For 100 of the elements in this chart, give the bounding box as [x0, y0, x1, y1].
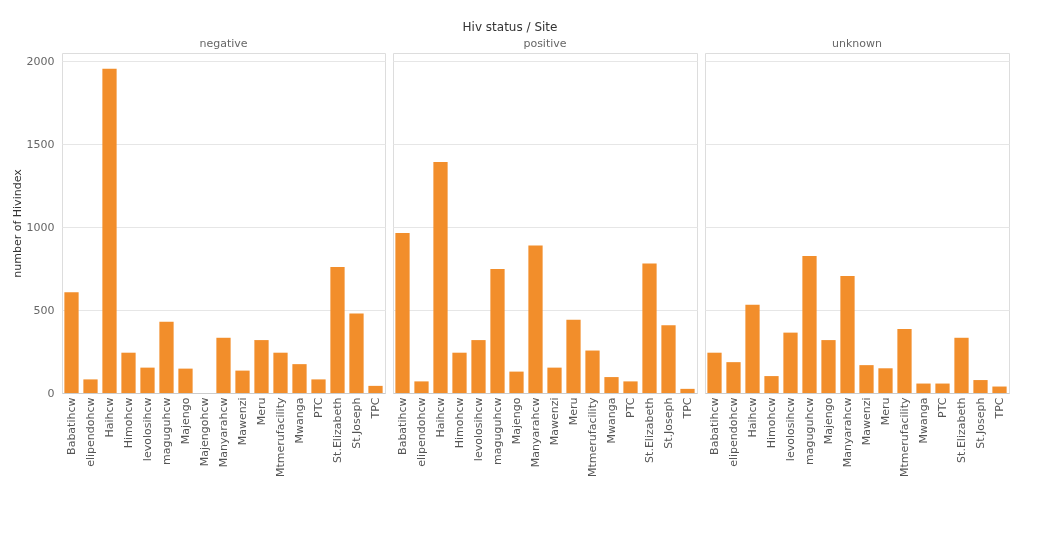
bar — [330, 267, 345, 393]
x-tick-label: Majengo — [509, 397, 523, 445]
bar — [414, 381, 429, 393]
x-tick-label: Mawenzi — [859, 397, 873, 446]
bar — [764, 376, 779, 393]
x-tick-label: PTC — [311, 397, 325, 418]
x-tick-label: Himohcw — [764, 397, 778, 449]
x-tick-label: Majengo — [821, 397, 835, 445]
x-tick-label: Meru — [566, 397, 580, 426]
x-tick-label: Mwanga — [292, 397, 306, 444]
bar — [992, 386, 1007, 393]
x-tick-label: Haihcw — [433, 397, 447, 438]
bar — [216, 337, 231, 393]
bar — [954, 337, 969, 393]
bar — [490, 268, 505, 393]
bar — [254, 340, 269, 393]
bar — [642, 263, 657, 393]
bar — [368, 385, 383, 393]
bar — [528, 245, 543, 393]
bar — [859, 365, 874, 393]
bar — [102, 68, 117, 393]
bar — [64, 292, 79, 393]
bar — [140, 367, 155, 393]
x-tick-label: maguguhcw — [802, 397, 816, 465]
x-tick-label: Manyarahcw — [216, 397, 230, 468]
bar — [623, 381, 638, 393]
x-tick-label: elipendohcw — [726, 397, 740, 467]
x-tick-label: Mwanga — [916, 397, 930, 444]
bar — [509, 371, 524, 393]
x-tick-label: TPC — [368, 397, 382, 420]
y-tick-label: 500 — [33, 303, 55, 317]
bar — [452, 352, 467, 393]
x-tick-label: PTC — [935, 397, 949, 418]
chart-title: negative — [199, 37, 248, 50]
x-tick-label: PTC — [623, 397, 637, 418]
bar — [311, 379, 326, 393]
x-tick-label: Mtmerufacility — [273, 397, 287, 477]
x-tick-label: Babatihcw — [64, 397, 78, 455]
bar — [121, 352, 136, 393]
bar — [433, 161, 448, 393]
x-tick-label: Mwanga — [604, 397, 618, 444]
bar — [935, 383, 950, 393]
bar — [292, 364, 307, 393]
bar — [916, 383, 931, 393]
x-tick-label: Meru — [878, 397, 892, 426]
bar — [680, 388, 695, 393]
bar — [745, 304, 760, 393]
x-tick-label: Majengohcw — [197, 397, 211, 467]
y-tick-label: 2000 — [26, 54, 55, 68]
bar — [471, 340, 486, 393]
x-tick-label: Himohcw — [452, 397, 466, 449]
x-tick-label: St.Elizabeth — [330, 397, 344, 463]
x-tick-label: Mawenzi — [547, 397, 561, 446]
x-tick-label: St.Joseph — [661, 397, 675, 449]
x-tick-label: Babatihcw — [707, 397, 721, 455]
bar — [178, 368, 193, 393]
bar — [973, 380, 988, 393]
x-tick-label: Manyarahcw — [528, 397, 542, 468]
bar — [273, 352, 288, 393]
bar — [878, 368, 893, 393]
x-tick-label: Babatihcw — [395, 397, 409, 455]
bar — [897, 328, 912, 393]
x-tick-label: TPC — [992, 397, 1006, 420]
y-axis-title: number of Hivindex — [10, 168, 24, 278]
x-tick-label: elipendohcw — [414, 397, 428, 467]
x-tick-label: Mtmerufacility — [897, 397, 911, 477]
bar — [235, 370, 250, 393]
x-tick-label: TPC — [680, 397, 694, 420]
bar — [604, 377, 619, 393]
bar — [159, 321, 174, 393]
x-tick-label: Himohcw — [121, 397, 135, 449]
bar — [840, 276, 855, 393]
y-tick-label: 1000 — [26, 220, 55, 234]
x-tick-label: St.Elizabeth — [642, 397, 656, 463]
bar — [821, 340, 836, 393]
x-tick-label: maguguhcw — [159, 397, 173, 465]
bar — [349, 313, 364, 393]
bar — [707, 352, 722, 393]
x-tick-label: levolosihcw — [783, 397, 797, 462]
text: Hiv status / Site — [462, 19, 558, 34]
bar — [395, 232, 410, 393]
bar — [802, 256, 817, 393]
x-tick-label: maguguhcw — [490, 397, 504, 465]
x-tick-label: Mtmerufacility — [585, 397, 599, 477]
x-tick-label: Majengo — [178, 397, 192, 445]
x-tick-label: Haihcw — [745, 397, 759, 438]
bar — [661, 325, 676, 393]
y-tick-label: 1500 — [26, 137, 55, 151]
bar — [566, 319, 581, 393]
x-tick-label: levolosihcw — [140, 397, 154, 462]
bar — [726, 362, 741, 393]
x-tick-label: St.Joseph — [349, 397, 363, 449]
bar — [783, 332, 798, 393]
x-tick-label: Haihcw — [102, 397, 116, 438]
bar — [585, 350, 600, 393]
x-tick-label: St.Joseph — [973, 397, 987, 449]
y-tick-label: 0 — [47, 386, 55, 400]
x-tick-label: Manyarahcw — [840, 397, 854, 468]
bar — [83, 379, 98, 393]
x-tick-label: Meru — [254, 397, 268, 426]
